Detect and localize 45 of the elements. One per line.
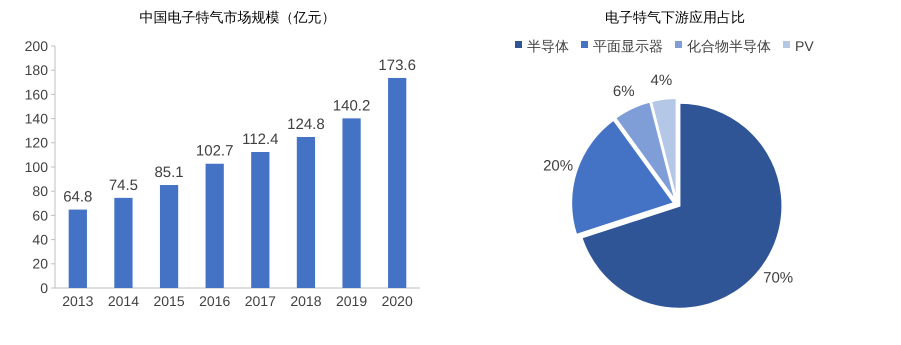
data-label: 173.6 [378,56,416,74]
bar [114,198,133,288]
data-label: 4% [650,72,672,90]
chart-title: 电子特气下游应用占比 [605,9,745,25]
data-label: 85.1 [154,164,184,182]
data-label: 124.8 [287,116,325,133]
bar [342,118,361,288]
x-tick-label: 2018 [290,293,322,309]
data-label: 64.8 [63,188,92,206]
data-label: 102.7 [196,142,234,160]
y-tick-label: 0 [40,280,48,296]
x-tick-label: 2017 [244,293,276,309]
y-tick-label: 100 [24,158,48,175]
y-tick-label: 120 [24,134,48,151]
data-label: 140.2 [332,97,370,114]
bar [206,164,224,288]
bar [388,78,406,288]
bar [251,152,270,288]
y-tick-label: 200 [24,38,48,54]
x-tick-label: 2019 [336,293,368,309]
x-tick-label: 2016 [199,293,230,309]
y-tick-label: 80 [32,183,48,200]
y-tick-label: 20 [32,256,48,272]
y-tick-label: 160 [24,86,48,102]
x-tick-label: 2013 [62,293,94,309]
y-tick-label: 140 [24,110,48,126]
y-tick-label: 60 [32,207,48,224]
legend-label: 平面显示器 [593,38,663,54]
data-label: 70% [763,270,794,287]
x-tick-label: 2014 [108,293,140,309]
bar [160,185,178,288]
legend-label: 半导体 [527,38,569,54]
data-label: 112.4 [242,130,279,148]
y-tick-label: 40 [32,232,48,248]
data-label: 74.5 [108,176,138,194]
data-label: 6% [612,83,635,100]
x-tick-label: 2015 [153,293,185,309]
data-label: 20% [543,158,574,175]
y-tick-label: 180 [24,62,48,78]
bar [68,210,87,288]
legend-label: 化合物半导体 [687,38,771,54]
legend-label: PV [795,38,814,54]
x-tick-label: 2020 [382,293,413,309]
chart-title: 中国电子特气市场规模（亿元） [140,9,336,25]
bar [296,136,316,288]
